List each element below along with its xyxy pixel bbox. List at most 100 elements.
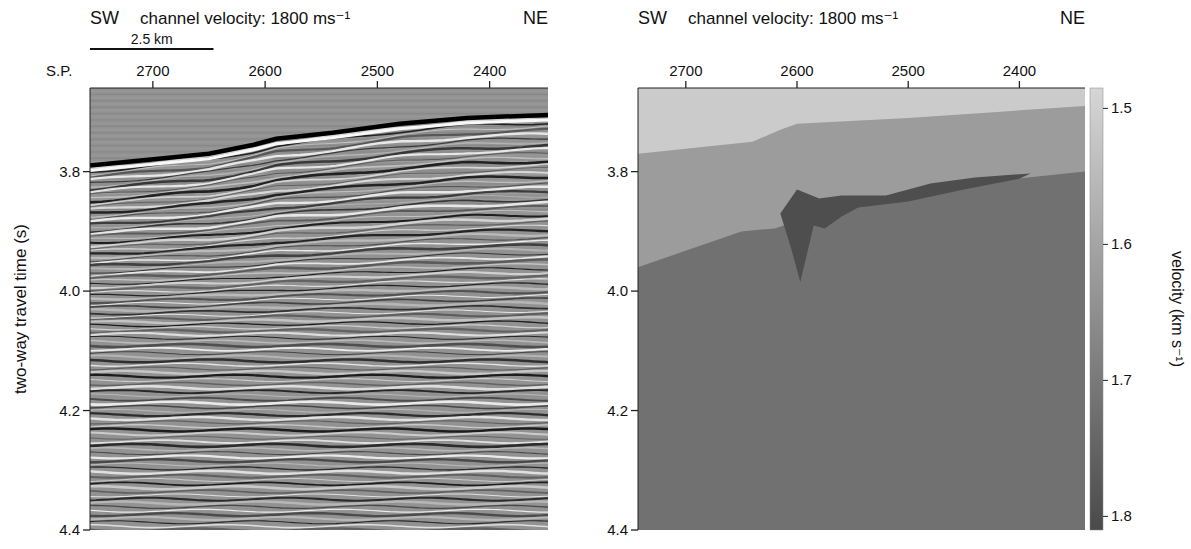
velocity-layer	[638, 88, 1085, 154]
direction-label: NE	[1060, 8, 1085, 28]
reflector-texture	[90, 386, 548, 389]
reflector-texture	[90, 529, 548, 531]
reflector-texture	[90, 379, 548, 382]
reflector-texture	[90, 375, 548, 378]
reflector-texture	[90, 333, 548, 336]
x-tick	[264, 81, 265, 88]
seafloor	[90, 115, 548, 166]
reflector-texture	[90, 459, 548, 462]
reflector-texture	[90, 306, 548, 315]
reflector-texture	[90, 502, 548, 505]
y-axis-line	[638, 88, 639, 530]
direction-label: NE	[523, 8, 548, 28]
reflector-texture	[90, 486, 548, 489]
reflector-texture	[90, 413, 548, 416]
y-axis-title: two-way travel time (s)	[11, 224, 30, 394]
reflector-texture	[90, 402, 548, 405]
velocity-model	[638, 88, 1085, 530]
x-tick-label: 2500	[892, 62, 925, 79]
figure: SW channel velocity: 1800 ms⁻¹ NE 2700 2600 2…	[0, 0, 1191, 549]
reflector-texture	[90, 425, 548, 428]
reflector-texture	[90, 240, 548, 263]
reflector-texture	[90, 490, 548, 493]
reflector-texture	[90, 382, 548, 385]
reflector-texture	[90, 513, 548, 516]
reflector-texture	[90, 448, 548, 451]
reflector-texture	[90, 421, 548, 424]
reflector-texture	[90, 394, 548, 397]
colorbar-tick-label: 1.8	[1111, 507, 1132, 524]
x-tick-label: 2700	[669, 62, 702, 79]
x-tick-label: 2600	[248, 62, 281, 79]
y-tick	[83, 529, 90, 530]
reflector-texture	[90, 356, 548, 359]
y-tick-label: 3.8	[59, 163, 80, 180]
velocity-layer	[638, 88, 1085, 530]
reflector-texture	[90, 505, 548, 508]
y-tick	[83, 410, 90, 411]
reflector-texture	[90, 329, 548, 333]
reflector-texture	[90, 494, 548, 497]
y-tick	[83, 171, 90, 172]
x-tick-label: 2400	[473, 62, 506, 79]
reflector-texture	[90, 440, 548, 443]
reflector-texture	[90, 509, 548, 512]
colorbar-tick	[1103, 108, 1108, 109]
channel-body	[780, 173, 1030, 282]
reflector-texture	[90, 406, 548, 409]
x-axis-line	[638, 88, 1085, 89]
colorbar	[1090, 88, 1103, 530]
x-tick	[796, 81, 797, 88]
x-tick-label: 2400	[1003, 62, 1036, 79]
seismic-image	[90, 88, 548, 530]
y-tick	[631, 290, 638, 291]
texture	[90, 113, 548, 114]
y-tick-label: 4.2	[607, 402, 628, 419]
reflector-texture	[90, 398, 548, 401]
reflector-texture	[90, 429, 548, 432]
texture	[90, 97, 548, 98]
colorbar-tick-label: 1.7	[1111, 371, 1132, 388]
reflector-texture	[90, 344, 548, 347]
texture	[90, 91, 548, 92]
reflector-texture	[90, 521, 548, 524]
scale-bar-label: 2.5 km	[131, 31, 173, 47]
x-tick-label: 2500	[361, 62, 394, 79]
texture	[90, 88, 548, 89]
colorbar-tick	[1103, 380, 1108, 381]
y-tick-label: 4.4	[59, 521, 80, 538]
colorbar-tick	[1103, 516, 1108, 517]
y-tick-label: 4.2	[59, 402, 80, 419]
reflector-texture	[90, 482, 548, 485]
reflector-texture	[90, 317, 548, 323]
reflector-texture	[90, 436, 548, 439]
reflector-texture	[90, 456, 548, 459]
panel-title: channel velocity: 1800 ms⁻¹	[688, 9, 899, 28]
texture	[90, 107, 548, 108]
texture	[90, 110, 548, 111]
y-tick	[631, 529, 638, 530]
colorbar-tick-label: 1.5	[1111, 99, 1132, 116]
reflector-texture	[90, 471, 548, 474]
y-tick	[631, 410, 638, 411]
panel-title: channel velocity: 1800 ms⁻¹	[140, 9, 351, 28]
reflector-texture	[90, 340, 548, 343]
x-tick	[1019, 81, 1020, 88]
reflector-texture	[90, 467, 548, 470]
reflector-texture	[90, 432, 548, 435]
scale-bar	[90, 48, 213, 50]
reflector-texture	[90, 452, 548, 455]
y-tick	[83, 290, 90, 291]
texture	[90, 104, 548, 105]
colorbar-tick	[1103, 244, 1108, 245]
x-tick	[489, 81, 490, 88]
reflector-texture	[90, 444, 548, 447]
reflector-texture	[90, 463, 548, 466]
y-tick-label: 3.8	[607, 163, 628, 180]
x-tick	[152, 81, 153, 88]
x-tick	[377, 81, 378, 88]
reflector-texture	[90, 517, 548, 520]
reflector-texture	[90, 371, 548, 374]
reflector-texture	[90, 390, 548, 393]
direction-label: SW	[638, 8, 667, 28]
